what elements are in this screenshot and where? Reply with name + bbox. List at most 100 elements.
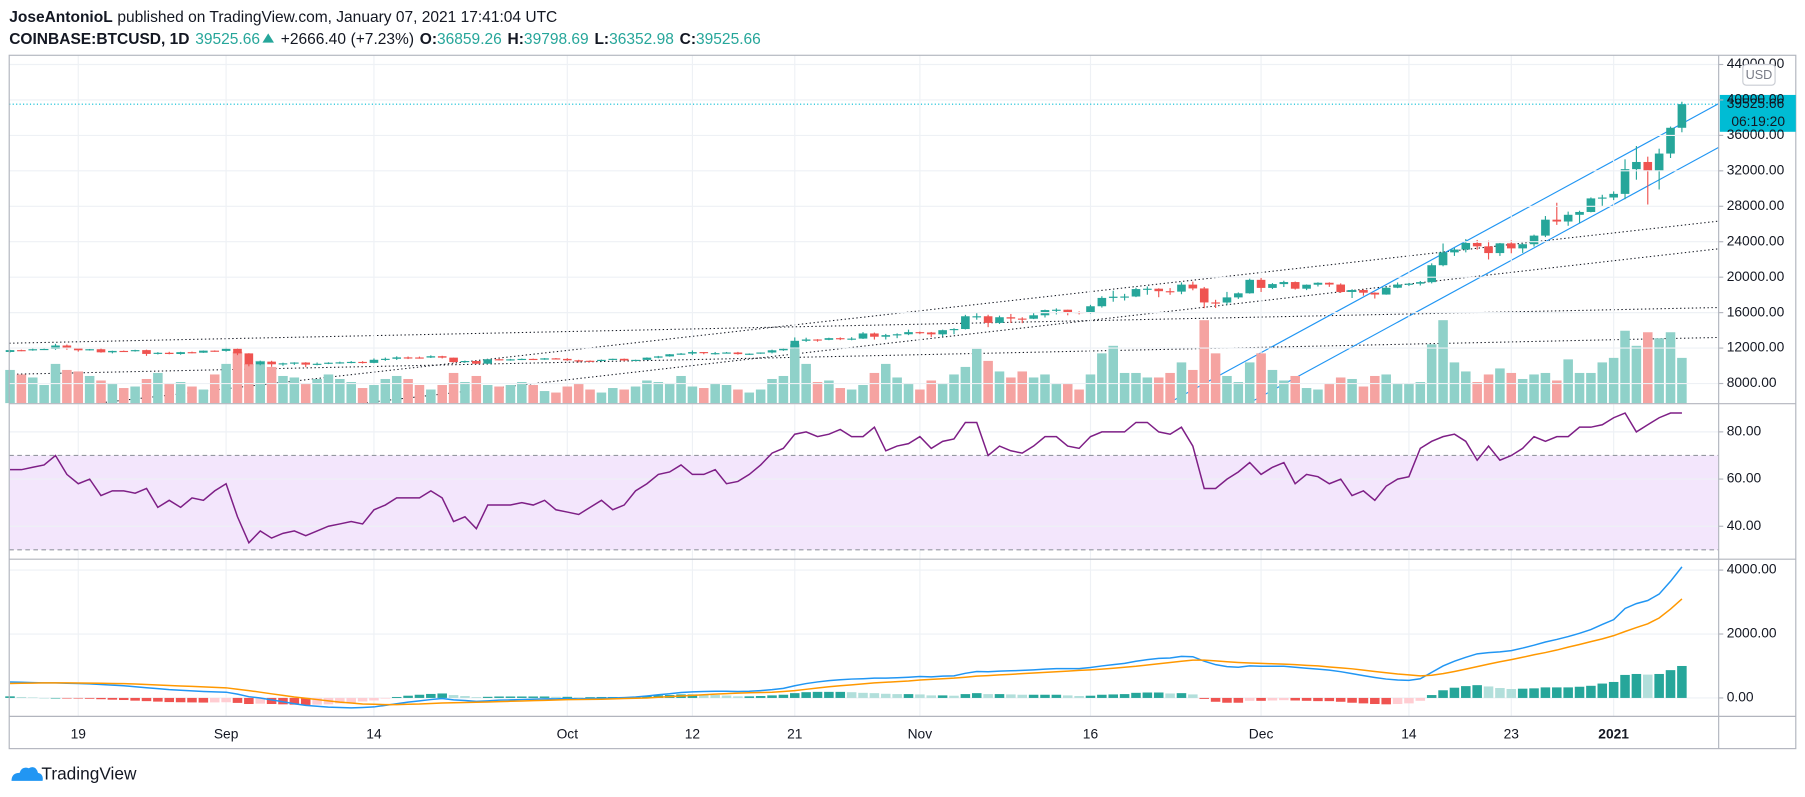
volume-bar bbox=[517, 381, 527, 404]
histogram-bar bbox=[1153, 692, 1164, 698]
candle-body bbox=[813, 339, 822, 341]
histogram-bar bbox=[1256, 697, 1266, 701]
histogram-bar bbox=[1540, 687, 1551, 698]
rsi-band bbox=[9, 455, 1719, 550]
histogram-bar bbox=[1279, 697, 1289, 701]
volume-bar bbox=[937, 383, 948, 404]
candle-body bbox=[1063, 309, 1073, 313]
candle-body bbox=[1609, 193, 1618, 198]
histogram-bar bbox=[767, 695, 777, 698]
volume-bar bbox=[118, 388, 129, 404]
histogram-bar bbox=[1176, 693, 1187, 698]
candle-body bbox=[460, 361, 470, 363]
candle-body bbox=[1586, 198, 1596, 212]
candle-body bbox=[1347, 290, 1357, 292]
candle-body bbox=[699, 352, 709, 354]
histogram-bar bbox=[1404, 697, 1414, 704]
candle-body bbox=[972, 316, 982, 318]
symbol: COINBASE:BTCUSD, 1D bbox=[9, 31, 189, 48]
y-tick-label: 12000.00 bbox=[1727, 339, 1785, 355]
candle-body bbox=[835, 338, 845, 340]
histogram-bar bbox=[1222, 697, 1232, 703]
candle-body bbox=[938, 330, 947, 335]
volume-bar bbox=[1028, 377, 1039, 404]
candle-body bbox=[176, 352, 185, 355]
volume-bar bbox=[1620, 330, 1630, 404]
histogram-bar bbox=[1381, 697, 1391, 705]
up-arrow bbox=[262, 33, 274, 43]
histogram-bar bbox=[1552, 687, 1562, 698]
candle-body bbox=[1302, 284, 1311, 289]
y-tick-label: 4000.00 bbox=[1727, 561, 1777, 577]
histogram-bar bbox=[346, 697, 356, 703]
volume-bar bbox=[1426, 344, 1437, 404]
histogram-bar bbox=[562, 696, 573, 698]
y-tick-label: 8000.00 bbox=[1727, 374, 1777, 390]
histogram-bar bbox=[62, 697, 72, 699]
histogram-bar bbox=[926, 695, 937, 698]
candle-body bbox=[1006, 317, 1016, 319]
histogram-bar bbox=[790, 693, 800, 698]
candle-body bbox=[449, 357, 458, 363]
volume-bar bbox=[266, 366, 277, 404]
close-value: 39525.66 bbox=[696, 31, 761, 48]
volume-bar bbox=[585, 389, 595, 404]
volume-bar bbox=[1074, 389, 1084, 404]
volume-bar bbox=[5, 369, 15, 404]
volume-bar bbox=[903, 383, 914, 404]
volume-bar bbox=[687, 386, 698, 404]
candle-body bbox=[1427, 265, 1436, 283]
candle-body bbox=[1256, 279, 1266, 288]
volume-bar bbox=[642, 380, 652, 404]
volume-bar bbox=[926, 380, 937, 404]
histogram-bar bbox=[1188, 694, 1198, 698]
volume-bar bbox=[1643, 332, 1653, 404]
volume-bar bbox=[107, 383, 118, 404]
candle-body bbox=[1450, 249, 1459, 253]
volume-bar bbox=[1415, 381, 1426, 404]
volume-bar bbox=[1153, 377, 1164, 404]
histogram-bar bbox=[1529, 688, 1539, 698]
volume-bar bbox=[1051, 383, 1062, 404]
volume-bar bbox=[335, 378, 345, 404]
volume-bar bbox=[426, 389, 436, 404]
volume-bar bbox=[1301, 388, 1312, 404]
histogram-bar bbox=[1415, 697, 1426, 701]
volume-bar bbox=[1222, 375, 1232, 404]
histogram-bar bbox=[1233, 697, 1244, 703]
candle-body bbox=[1518, 244, 1527, 249]
volume-bar bbox=[1040, 374, 1050, 404]
histogram-bar bbox=[721, 695, 732, 698]
histogram-bar bbox=[118, 697, 129, 701]
histogram-bar bbox=[1108, 694, 1118, 698]
volume-bar bbox=[1210, 353, 1221, 404]
volume-bar bbox=[380, 378, 391, 404]
volume-bar bbox=[1631, 345, 1642, 404]
candle-body bbox=[1495, 243, 1505, 254]
histogram-bar bbox=[1677, 665, 1687, 698]
candle-body bbox=[142, 350, 151, 354]
volume-bar bbox=[710, 383, 720, 404]
candle-body bbox=[881, 335, 891, 337]
candle-body bbox=[824, 338, 834, 340]
volume-bar bbox=[255, 360, 265, 404]
volume-bar bbox=[1335, 377, 1346, 404]
candle-body bbox=[1108, 296, 1118, 298]
y-tick-label: 2000.00 bbox=[1727, 625, 1777, 641]
candle-body bbox=[255, 361, 265, 365]
volume-bar bbox=[1654, 338, 1664, 404]
histogram-bar bbox=[1040, 694, 1050, 698]
histogram-bar bbox=[50, 697, 61, 699]
volume-bar bbox=[1404, 383, 1414, 404]
published: published on TradingView.com, January 07… bbox=[117, 9, 557, 26]
histogram-bar bbox=[1370, 697, 1380, 705]
histogram-bar bbox=[494, 696, 504, 698]
x-tick-label: 14 bbox=[1401, 725, 1417, 741]
histogram-bar bbox=[39, 697, 49, 699]
candle-body bbox=[1120, 296, 1129, 298]
candle-body bbox=[1575, 211, 1584, 215]
histogram-bar bbox=[573, 697, 584, 698]
histogram-bar bbox=[1563, 687, 1573, 698]
candle-body bbox=[915, 332, 925, 334]
histogram-bar bbox=[448, 695, 459, 698]
